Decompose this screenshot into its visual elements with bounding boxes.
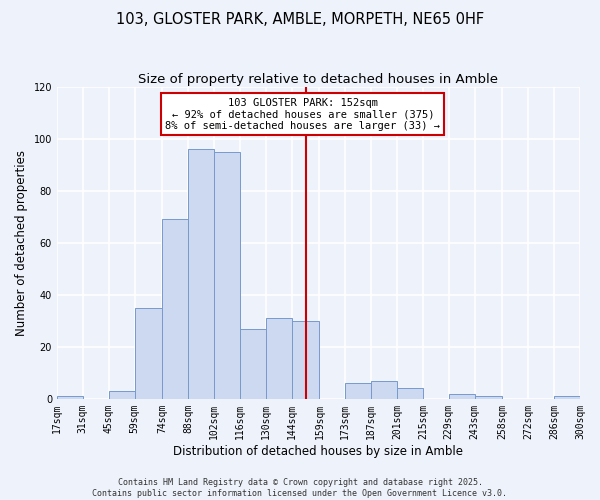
Y-axis label: Number of detached properties: Number of detached properties	[15, 150, 28, 336]
Text: 103, GLOSTER PARK, AMBLE, MORPETH, NE65 0HF: 103, GLOSTER PARK, AMBLE, MORPETH, NE65 …	[116, 12, 484, 28]
Text: 103 GLOSTER PARK: 152sqm
← 92% of detached houses are smaller (375)
8% of semi-d: 103 GLOSTER PARK: 152sqm ← 92% of detach…	[165, 98, 440, 131]
Bar	[371, 380, 397, 399]
Bar	[397, 388, 423, 399]
Bar	[214, 152, 240, 399]
Bar	[162, 220, 188, 399]
Bar	[134, 308, 162, 399]
Bar	[240, 328, 266, 399]
Bar	[109, 391, 134, 399]
Bar	[57, 396, 83, 399]
Bar	[266, 318, 292, 399]
X-axis label: Distribution of detached houses by size in Amble: Distribution of detached houses by size …	[173, 444, 463, 458]
Bar	[345, 383, 371, 399]
Bar	[292, 321, 319, 399]
Bar	[554, 396, 580, 399]
Title: Size of property relative to detached houses in Amble: Size of property relative to detached ho…	[139, 72, 499, 86]
Bar	[475, 396, 502, 399]
Text: Contains HM Land Registry data © Crown copyright and database right 2025.
Contai: Contains HM Land Registry data © Crown c…	[92, 478, 508, 498]
Bar	[449, 394, 475, 399]
Bar	[188, 149, 214, 399]
